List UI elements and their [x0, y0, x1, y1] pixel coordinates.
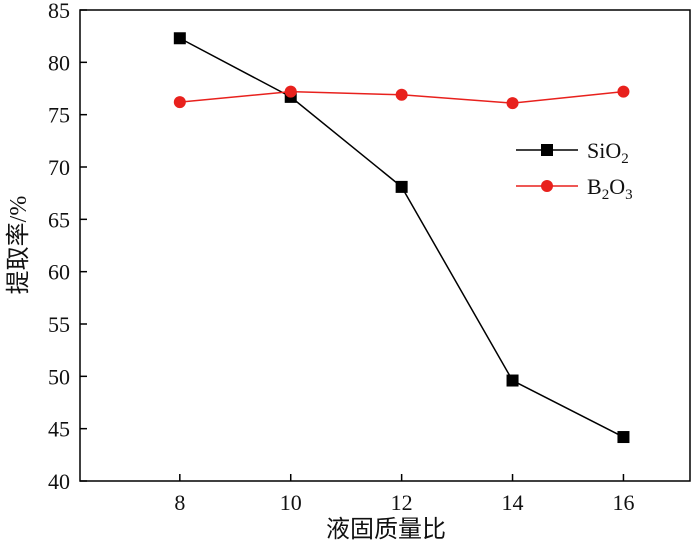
y-axis-title: 提取率/%	[5, 196, 32, 295]
y-tick-label: 45	[48, 417, 70, 442]
y-tick-label: 50	[48, 364, 70, 389]
data-point-b2o3	[284, 85, 297, 98]
legend-marker-sio2	[541, 144, 553, 156]
data-point-sio2	[173, 32, 186, 45]
y-tick-label: 55	[48, 312, 70, 337]
legend-item-b2o3: B2O3	[516, 174, 633, 203]
y-tick-label: 65	[48, 207, 70, 232]
x-axis-title: 液固质量比	[326, 516, 446, 543]
y-tick-label: 40	[48, 469, 70, 494]
data-point-sio2	[395, 180, 408, 193]
legend: SiO2 B2O3	[516, 138, 633, 203]
data-point-sio2	[617, 431, 630, 444]
x-tick-label: 14	[502, 490, 524, 515]
y-tick-label: 70	[48, 155, 70, 180]
y-tick-label: 60	[48, 260, 70, 285]
y-tick-label: 80	[48, 50, 70, 75]
x-tick-label: 12	[391, 490, 413, 515]
series-layer	[173, 32, 630, 444]
y-tick-label: 85	[48, 0, 70, 23]
data-point-b2o3	[617, 85, 630, 98]
x-axis-ticks: 8 10 12 14 16	[174, 474, 634, 515]
plot-frame	[79, 9, 691, 482]
data-point-b2o3	[173, 96, 186, 109]
legend-marker-b2o3	[541, 180, 553, 192]
data-point-b2o3	[395, 88, 408, 101]
x-tick-label: 8	[174, 490, 185, 515]
legend-label-sio2: SiO2	[587, 138, 629, 167]
y-axis-ticks: 40 45 50 55 60 65 70 75 80 85	[48, 0, 87, 494]
data-point-sio2	[506, 374, 519, 387]
y-tick-label: 75	[48, 103, 70, 128]
legend-label-b2o3: B2O3	[587, 174, 633, 203]
x-tick-label: 16	[612, 490, 634, 515]
legend-item-sio2: SiO2	[516, 138, 629, 167]
x-tick-label: 10	[280, 490, 302, 515]
plot-area	[79, 9, 691, 482]
data-point-b2o3	[506, 97, 519, 110]
